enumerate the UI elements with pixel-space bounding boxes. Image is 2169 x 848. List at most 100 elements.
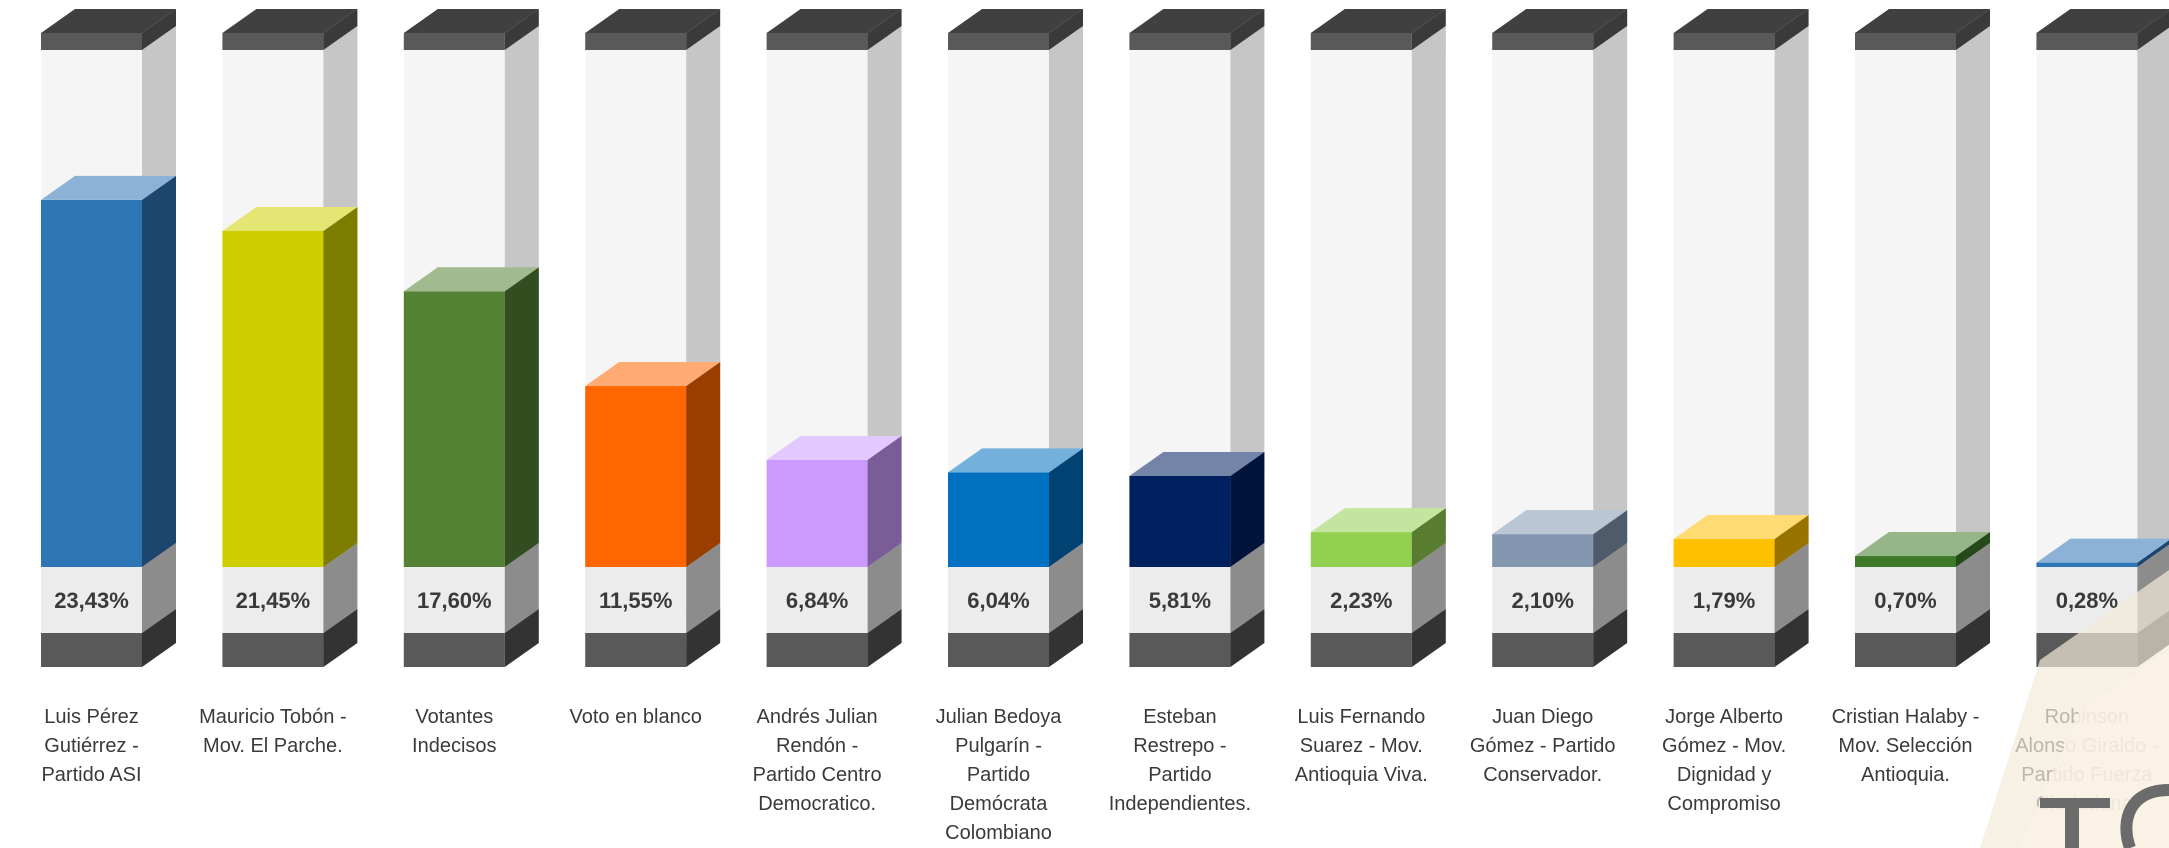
bar-top-cap-front: [1855, 33, 1956, 50]
bar-label-block-front: [766, 567, 868, 633]
bar-label-block-front: [403, 567, 505, 633]
data-label: 6,84%: [786, 588, 848, 613]
bar-side: [142, 175, 176, 567]
bar-group-9: 2,10%: [1492, 9, 1628, 667]
bar-top-cap-side: [1956, 9, 1990, 50]
bar-front: [948, 472, 1049, 567]
bar-front: [585, 386, 687, 567]
bar-group-1: 23,43%: [41, 9, 176, 667]
bar-track-side: [1956, 26, 1990, 567]
category-label: Mauricio Tobón - Mov. El Parche.: [199, 706, 347, 757]
bar-top-cap-side: [142, 9, 176, 50]
bar-top: [41, 175, 176, 200]
bar-top: [1492, 510, 1628, 535]
bar-label-block-front: [222, 567, 324, 633]
bar-bottom-cap-side: [1411, 609, 1446, 667]
bar-group-4: 11,55%: [585, 9, 721, 667]
bar-top-cap-front: [41, 33, 142, 50]
category-label: Voto en blanco: [569, 706, 702, 728]
data-label: 23,43%: [54, 588, 129, 613]
bar-top-cap-side: [504, 9, 539, 50]
data-label: 1,79%: [1693, 588, 1755, 613]
bar-top-cap-top: [766, 9, 902, 33]
bar-top: [1673, 514, 1809, 539]
bar-front: [2036, 562, 2138, 567]
bar-top: [1129, 451, 1265, 476]
bar-label-block-front: [41, 567, 142, 633]
bar-label-block-front: [1129, 567, 1231, 633]
bar-top-cap-top: [1855, 9, 1990, 33]
bar-bottom-cap-side: [1956, 609, 1990, 667]
bar-bottom-cap-front: [1673, 633, 1775, 667]
bar-top-cap-front: [1492, 33, 1594, 50]
bar-top-cap-top: [1129, 9, 1265, 33]
bar-top-cap-front: [1310, 33, 1412, 50]
bar-top-cap-top: [1492, 9, 1628, 33]
bar-label-block-front: [1492, 567, 1594, 633]
bar-track-side: [1593, 26, 1628, 567]
bar-side: [686, 362, 721, 567]
bar-side: [323, 206, 358, 567]
bar-label-block-side: [686, 543, 721, 633]
bar-front: [222, 230, 324, 567]
bar-top-cap-top: [41, 9, 176, 33]
bar-top-cap-top: [1310, 9, 1446, 33]
bar-track-front: [2036, 50, 2138, 567]
bar-side: [1593, 510, 1628, 567]
bar-label-block-front: [1310, 567, 1412, 633]
bar-top-cap-side: [1774, 9, 1809, 50]
category-label: Luis Pérez Gutiérrez - Partido ASI: [41, 706, 142, 786]
bar-top-cap-side: [1593, 9, 1628, 50]
bar-bottom-cap-side: [504, 609, 539, 667]
bar-front: [41, 199, 142, 567]
bar-top: [1310, 508, 1446, 533]
bar-side: [1049, 448, 1083, 567]
data-label: 2,10%: [1512, 588, 1574, 613]
bar-label-block-front: [1855, 567, 1956, 633]
bar-group-12: 0,28%: [2036, 9, 2169, 667]
bar-bottom-cap-front: [1310, 633, 1412, 667]
category-label: Jorge Alberto Gómez - Mov. Dignidad y Co…: [1662, 706, 1787, 815]
bar-front: [403, 291, 505, 567]
bar-top: [766, 435, 902, 460]
bar-side: [1774, 514, 1809, 567]
bar-group-7: 5,81%: [1129, 9, 1265, 667]
bar-top-cap-top: [948, 9, 1083, 33]
bar-label-block-side: [1774, 543, 1809, 633]
bar-side: [867, 435, 902, 567]
bar-top: [585, 362, 721, 387]
bar-bottom-cap-front: [1129, 633, 1231, 667]
bar-top-cap-top: [2036, 9, 2169, 33]
data-label: 0,28%: [2056, 588, 2118, 613]
bar-group-5: 6,84%: [766, 9, 902, 667]
bar-bottom-cap-side: [323, 609, 358, 667]
bar-bottom-cap-side: [1593, 609, 1628, 667]
bar-top-cap-side: [2137, 10, 2169, 50]
bar-bottom-cap-side: [867, 609, 902, 667]
bar-label-block-side: [867, 543, 902, 633]
bar-label-block-side: [142, 543, 176, 633]
bar-side: [1411, 508, 1446, 567]
bar-top: [1855, 532, 1990, 557]
bar-label-block-side: [1956, 543, 1990, 633]
category-label: Votantes Indecisos: [412, 706, 497, 757]
bar-top-cap-front: [2036, 33, 2138, 50]
bar-front: [1310, 532, 1412, 567]
bar-top-cap-top: [1673, 9, 1809, 33]
bar-track-side: [1774, 26, 1809, 567]
bar-top-cap-front: [1673, 33, 1775, 50]
bar-top-cap-side: [686, 9, 721, 50]
bar-top: [2036, 538, 2169, 563]
bar-top-cap-front: [766, 33, 868, 50]
bar-bottom-cap-front: [403, 633, 505, 667]
bar-top-cap-top: [403, 9, 539, 33]
bar-track-front: [1855, 50, 1956, 567]
data-label: 5,81%: [1149, 588, 1211, 613]
bar-bottom-cap-front: [1855, 633, 1956, 667]
bar-top-cap-side: [323, 9, 358, 50]
data-label: 6,04%: [967, 588, 1029, 613]
bar-side: [2137, 540, 2169, 567]
bar-track-front: [1492, 50, 1594, 567]
bar-front: [1129, 475, 1231, 567]
